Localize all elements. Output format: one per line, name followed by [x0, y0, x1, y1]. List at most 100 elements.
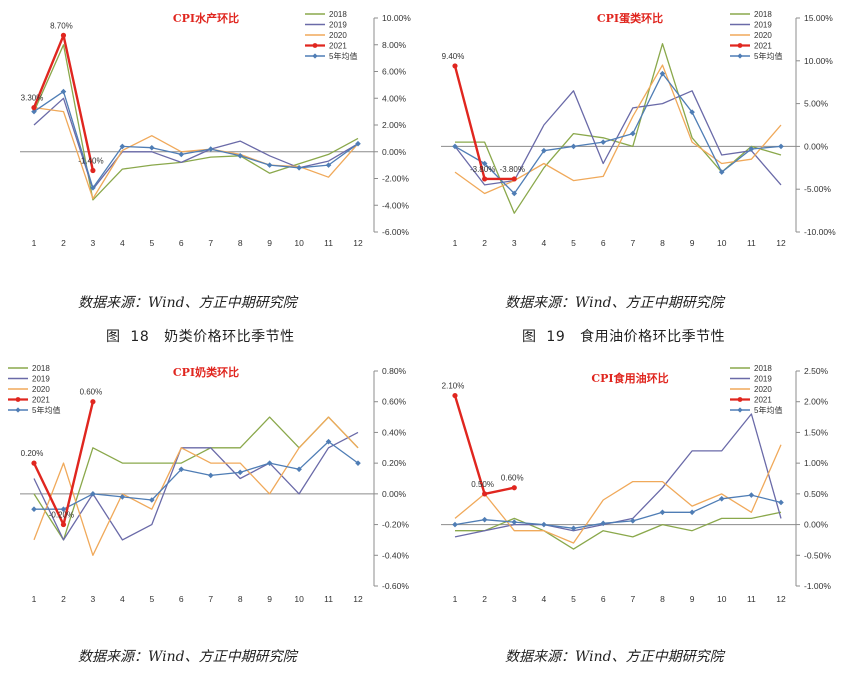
x-tick-label: 4 — [120, 238, 125, 248]
x-tick-label: 9 — [690, 594, 695, 604]
data-point — [630, 130, 636, 137]
y-tick-label: -10.00% — [804, 227, 836, 237]
x-tick-label: 6 — [179, 238, 184, 248]
data-label: 0.60% — [501, 474, 524, 483]
x-tick-label: 3 — [512, 238, 517, 248]
data-point — [149, 144, 155, 151]
x-tick-label: 11 — [747, 594, 756, 604]
x-tick-label: 6 — [179, 594, 184, 604]
legend-marker — [737, 53, 743, 59]
data-point — [659, 70, 666, 77]
legend-label: 2018 — [754, 364, 772, 373]
data-point — [296, 466, 302, 473]
y-tick-label: 0.80% — [382, 366, 407, 376]
legend-marker — [15, 407, 21, 413]
legend-label: 2020 — [754, 385, 772, 394]
x-tick-label: 11 — [324, 238, 333, 248]
series-line-2018 — [455, 43, 782, 214]
x-tick-label: 9 — [267, 594, 272, 604]
data-point — [237, 469, 243, 476]
series-line-2020 — [454, 64, 782, 195]
data-point — [689, 509, 695, 516]
y-tick-label: 2.00% — [382, 120, 407, 130]
legend-label: 2020 — [32, 385, 50, 394]
legend-label: 2021 — [754, 42, 772, 51]
x-tick-label: 2 — [482, 238, 487, 248]
data-point — [31, 108, 37, 115]
data-point — [511, 485, 517, 491]
y-tick-label: 2.00% — [804, 397, 829, 407]
x-tick-label: 1 — [453, 594, 458, 604]
data-point — [60, 32, 67, 38]
data-point — [266, 162, 273, 168]
x-tick-label: 2 — [482, 594, 487, 604]
data-label: 8.70% — [50, 21, 73, 30]
data-label: 9.40% — [442, 52, 465, 61]
x-tick-label: 12 — [776, 594, 786, 604]
y-tick-label: 10.00% — [382, 13, 411, 23]
x-tick-label: 5 — [149, 594, 154, 604]
y-tick-label: 0.00% — [382, 489, 407, 499]
data-point — [482, 176, 488, 182]
x-tick-label: 2 — [61, 594, 66, 604]
y-tick-label: 0.00% — [382, 147, 407, 157]
x-tick-label: 11 — [324, 594, 333, 604]
caption-text: 食用油价格环比季节性 — [580, 329, 726, 345]
x-tick-label: 5 — [571, 594, 576, 604]
data-point — [541, 147, 547, 154]
data-point — [237, 152, 243, 159]
data-point — [511, 190, 518, 197]
x-tick-label: 3 — [91, 594, 96, 604]
x-tick-label: 8 — [238, 594, 243, 604]
x-tick-label: 2 — [61, 238, 66, 248]
data-point — [600, 139, 606, 145]
y-tick-label: 0.00% — [804, 141, 829, 151]
data-point — [718, 495, 725, 502]
x-tick-label: 12 — [353, 594, 363, 604]
x-tick-label: 10 — [294, 594, 304, 604]
data-point — [90, 185, 96, 191]
y-tick-label: -4.00% — [382, 200, 409, 210]
legend-label: 5年均值 — [754, 51, 782, 61]
caption-text: 奶类价格环比季节性 — [164, 329, 295, 345]
x-tick-label: 12 — [776, 238, 786, 248]
data-point — [718, 169, 725, 175]
data-point — [31, 506, 37, 513]
caption-number: 18 — [130, 329, 150, 345]
data-point — [778, 143, 784, 150]
x-tick-label: 5 — [149, 238, 154, 248]
y-tick-label: -0.20% — [382, 520, 409, 530]
chart-3: 0.80% 0.60% 0.40% 0.20% 0.00% -0.20% -0.40% -0.… — [8, 364, 409, 604]
data-point — [178, 466, 185, 473]
data-point — [511, 519, 518, 525]
y-tick-label: 0.60% — [382, 397, 407, 407]
series-line-2020 — [33, 106, 359, 200]
x-tick-label: 7 — [208, 594, 213, 604]
caption-prefix: 图 — [522, 329, 537, 345]
x-tick-label: 10 — [294, 238, 304, 248]
legend-marker — [312, 53, 318, 59]
series-line-5年均值 — [33, 90, 359, 189]
data-label: -3.80% — [470, 165, 495, 174]
figure-caption-right: 图 19 食用油价格环比季节性 — [522, 326, 725, 346]
data-point — [90, 491, 96, 497]
data-label: 3.30% — [21, 94, 44, 103]
data-point — [355, 140, 361, 147]
y-tick-label: -2.00% — [382, 174, 409, 184]
legend-label: 2019 — [754, 375, 772, 384]
caption-number: 19 — [546, 329, 566, 345]
x-tick-label: 12 — [353, 238, 363, 248]
series-line-2019 — [33, 431, 359, 541]
data-point — [266, 460, 273, 466]
x-tick-label: 7 — [208, 238, 213, 248]
source-note-2: 数据来源：Wind、方正中期研究院 — [505, 295, 724, 311]
data-point — [296, 165, 302, 171]
series-line-2020 — [33, 416, 359, 556]
data-point — [452, 521, 458, 528]
legend-label: 2021 — [329, 42, 347, 51]
y-tick-label: 0.40% — [382, 427, 407, 437]
x-tick-label: 7 — [630, 594, 635, 604]
x-tick-label: 10 — [717, 594, 727, 604]
x-tick-label: 11 — [747, 238, 756, 248]
